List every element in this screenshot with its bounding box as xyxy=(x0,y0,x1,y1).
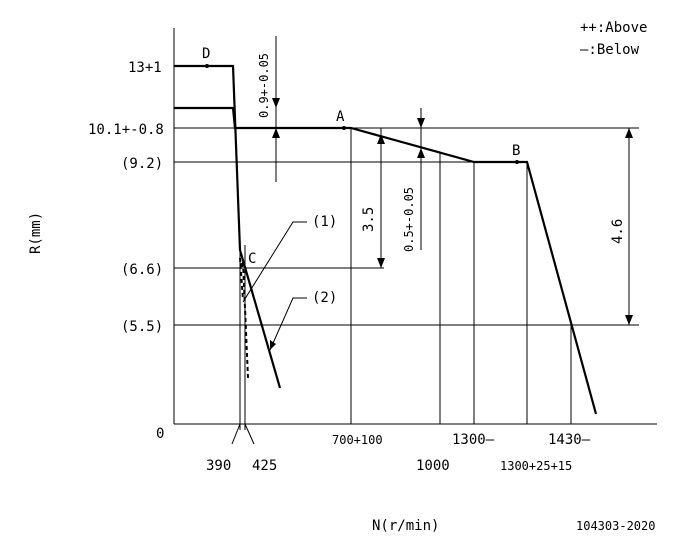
dim-4-6-arrow-bottom xyxy=(625,315,633,325)
drawing-number: 104303-2020 xyxy=(576,519,655,533)
slope-line xyxy=(350,127,441,153)
callout-2-arrow xyxy=(270,340,276,350)
y-tick-9-2: (9.2) xyxy=(121,156,163,172)
x-tick-1430: 1430— xyxy=(548,432,591,448)
curve-full-load xyxy=(174,64,282,389)
dim-0-5-label: 0.5+-0.05 xyxy=(402,187,416,252)
point-d-label: D xyxy=(202,46,210,62)
origin-label: 0 xyxy=(156,426,164,442)
callout-2-label: (2) xyxy=(312,290,337,306)
x-tick-390: 390 xyxy=(206,458,231,474)
dim-3-5-label: 3.5 xyxy=(361,207,377,232)
callout-1-leader xyxy=(242,221,307,303)
dim-0-5-arrow-top xyxy=(417,118,425,128)
dim-3-5-arrow-top xyxy=(377,134,385,144)
point-c-label: C xyxy=(248,251,256,267)
x-tick-425: 425 xyxy=(252,458,277,474)
dashed-curve-1 xyxy=(242,261,249,379)
y-tick-13: 13+1 xyxy=(128,60,162,76)
x-tick-1300: 1300— xyxy=(452,432,495,448)
y-tick-10-1: 10.1+-0.8 xyxy=(88,122,164,138)
dim-0-9-arrow-top xyxy=(272,98,280,108)
legend-above: ++:Above xyxy=(580,20,647,36)
tick-leader-390 xyxy=(231,423,241,445)
y-tick-5-5: (5.5) xyxy=(121,319,163,335)
point-c-marker xyxy=(240,263,244,267)
y-tick-6-6: (6.6) xyxy=(121,262,163,278)
x-tick-1340: 1300+25+15 xyxy=(500,459,572,473)
dim-0-9-label: 0.9+-0.05 xyxy=(257,53,271,118)
point-a-label: A xyxy=(336,109,345,125)
dim-4-6-label: 4.6 xyxy=(610,219,626,244)
point-d-marker xyxy=(205,64,209,68)
tick-leader-425 xyxy=(244,423,255,445)
dim-0-5-arrow-bottom xyxy=(417,148,425,158)
callout-2-leader xyxy=(269,297,307,351)
point-a-marker xyxy=(342,126,346,130)
point-b-label: B xyxy=(512,143,520,159)
dim-3-5-arrow-bottom xyxy=(377,258,385,268)
point-b-marker xyxy=(515,160,519,164)
callout-1-label: (1) xyxy=(312,214,337,230)
dim-0-9-arrow-bottom xyxy=(272,128,280,138)
y-axis-title: R(mm) xyxy=(28,212,44,254)
x-tick-1000: 1000 xyxy=(416,458,450,474)
x-tick-700: 700+100 xyxy=(332,433,383,447)
dim-4-6-arrow-top xyxy=(625,128,633,138)
x-axis-title: N(r/min) xyxy=(372,518,439,534)
legend-below: —:Below xyxy=(580,42,640,58)
